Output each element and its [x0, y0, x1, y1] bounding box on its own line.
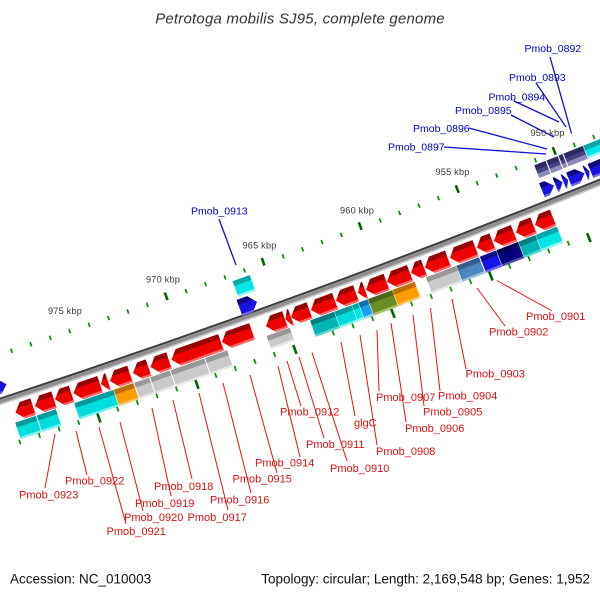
svg-text:Pmob_0911: Pmob_0911	[306, 439, 365, 451]
svg-text:Pmob_0918: Pmob_0918	[154, 481, 213, 493]
svg-text:960 kbp: 960 kbp	[340, 206, 374, 216]
svg-text:Pmob_0893: Pmob_0893	[509, 72, 566, 84]
svg-text:Pmob_0897: Pmob_0897	[388, 142, 445, 154]
svg-text:Pmob_0921: Pmob_0921	[107, 526, 166, 538]
svg-text:Pmob_0907: Pmob_0907	[376, 392, 435, 404]
svg-text:Pmob_0896: Pmob_0896	[413, 123, 470, 135]
svg-text:Pmob_0908: Pmob_0908	[376, 446, 435, 458]
svg-text:Topology: circular; Length: 2,: Topology: circular; Length: 2,169,548 bp…	[261, 572, 590, 587]
svg-text:Pmob_0901: Pmob_0901	[526, 311, 585, 323]
svg-text:Pmob_0914: Pmob_0914	[255, 458, 314, 470]
svg-text:Pmob_0903: Pmob_0903	[466, 369, 525, 381]
svg-text:Pmob_0923: Pmob_0923	[19, 490, 78, 502]
svg-text:955 kbp: 955 kbp	[436, 167, 470, 177]
svg-text:950 kbp: 950 kbp	[531, 128, 565, 138]
svg-text:Pmob_0917: Pmob_0917	[188, 512, 247, 524]
svg-text:Pmob_0913: Pmob_0913	[191, 206, 248, 218]
svg-text:965 kbp: 965 kbp	[243, 241, 277, 251]
svg-text:Accession: NC_010003: Accession: NC_010003	[10, 572, 151, 587]
svg-text:Pmob_0910: Pmob_0910	[330, 463, 389, 475]
svg-text:Pmob_0916: Pmob_0916	[210, 495, 269, 507]
svg-text:970 kbp: 970 kbp	[146, 274, 180, 284]
svg-text:Pmob_0919: Pmob_0919	[135, 498, 194, 510]
svg-text:glgC: glgC	[354, 418, 377, 430]
svg-text:Pmob_0905: Pmob_0905	[423, 407, 482, 419]
svg-text:Pmob_0920: Pmob_0920	[124, 512, 183, 524]
svg-text:Pmob_0912: Pmob_0912	[280, 407, 339, 419]
svg-text:Pmob_0915: Pmob_0915	[233, 474, 292, 486]
svg-text:Pmob_0922: Pmob_0922	[65, 476, 124, 488]
svg-text:Pmob_0902: Pmob_0902	[489, 327, 548, 339]
svg-text:Pmob_0895: Pmob_0895	[455, 105, 512, 117]
svg-text:975 kbp: 975 kbp	[48, 306, 82, 316]
svg-text:Pmob_0906: Pmob_0906	[405, 423, 464, 435]
svg-text:Pmob_0894: Pmob_0894	[489, 92, 546, 104]
svg-text:Pmob_0892: Pmob_0892	[525, 43, 582, 55]
svg-text:Pmob_0904: Pmob_0904	[438, 391, 497, 403]
svg-text:Petrotoga mobilis SJ95, comple: Petrotoga mobilis SJ95, complete genome	[155, 11, 445, 28]
